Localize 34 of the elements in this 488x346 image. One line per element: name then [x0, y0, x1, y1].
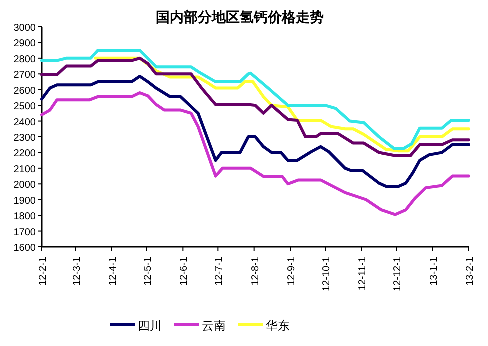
line-series [40, 92, 470, 216]
y-tick-label: 2200 [14, 148, 36, 160]
y-tick-label: 2600 [14, 86, 36, 97]
y-tick-label: 2700 [14, 70, 36, 82]
x-tick-label: 12-6-1 [179, 256, 190, 286]
x-tick-label: 12-3-1 [72, 256, 83, 286]
y-tick-label: 3000 [14, 23, 36, 34]
x-tick-label: 12-11-1 [358, 256, 369, 291]
y-tick-label: 1600 [14, 243, 36, 254]
line-series [40, 75, 470, 188]
x-tick-label: 12-12-1 [392, 256, 404, 292]
y-tick-label: 2100 [14, 164, 36, 176]
x-tick-label: 12-4-1 [108, 256, 119, 286]
y-tick-label: 2400 [14, 117, 36, 128]
x-tick-label: 12-2-1 [38, 256, 49, 286]
x-tick-label: 12-7-1 [214, 256, 226, 286]
x-tick-label: 12-9-1 [286, 256, 298, 286]
y-tick-label: 1900 [14, 196, 36, 207]
legend-label: 云南 [202, 319, 226, 333]
y-tick-label: 1700 [14, 227, 36, 238]
y-tick-label: 2500 [14, 102, 36, 113]
x-tick-label: 13-1-1 [428, 256, 440, 286]
x-tick-label: 12-8-1 [250, 256, 262, 286]
y-tick-label: 2300 [14, 133, 36, 144]
y-tick-label: 1800 [14, 212, 36, 223]
legend-label: 华东 [266, 319, 290, 333]
y-tick-label: 2900 [14, 38, 36, 50]
y-tick-label: 2800 [14, 54, 36, 66]
y-tick-label: 2000 [14, 180, 36, 192]
legend-label: 四川 [138, 319, 162, 333]
x-tick-label: 13-2-1 [465, 256, 476, 286]
x-tick-label: 12-10-1 [322, 256, 332, 292]
chart-title: 国内部分地区氢钙价格走势 [156, 9, 324, 26]
x-tick-label: 12-5-1 [143, 256, 154, 286]
